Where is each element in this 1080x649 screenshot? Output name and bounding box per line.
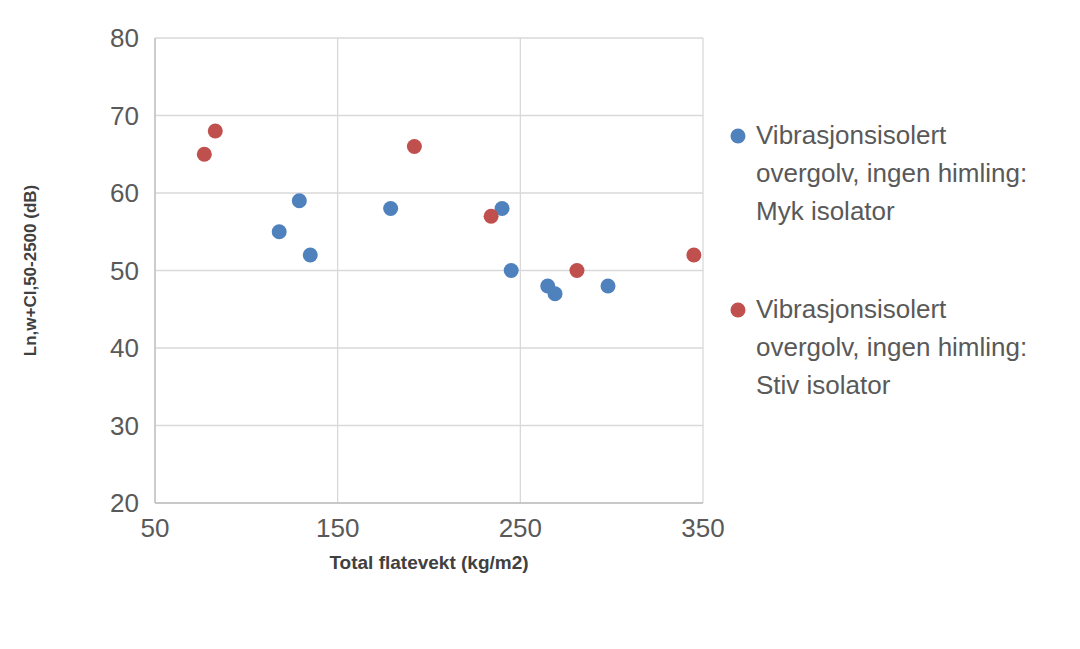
svg-text:60: 60 — [110, 178, 139, 208]
svg-text:70: 70 — [110, 101, 139, 131]
svg-text:250: 250 — [499, 513, 542, 543]
svg-text:Total flatevekt (kg/m2): Total flatevekt (kg/m2) — [329, 552, 528, 573]
svg-text:50: 50 — [110, 256, 139, 286]
svg-text:Ln,w+CI,50-2500 (dB): Ln,w+CI,50-2500 (dB) — [21, 185, 40, 356]
svg-text:50: 50 — [141, 513, 170, 543]
svg-text:20: 20 — [110, 488, 139, 518]
svg-text:150: 150 — [316, 513, 359, 543]
svg-text:80: 80 — [110, 23, 139, 53]
html-text:Vibrasjonsisolert overgolv, in: Vibrasjonsisolert overgolv, ingen himlin… — [756, 294, 1028, 400]
svg-text:40: 40 — [110, 333, 139, 363]
svg-text:350: 350 — [681, 513, 724, 543]
html-text:Vibrasjonsisolert overgolv, in: Vibrasjonsisolert overgolv, ingen himlin… — [756, 120, 1028, 226]
svg-text:30: 30 — [110, 411, 139, 441]
